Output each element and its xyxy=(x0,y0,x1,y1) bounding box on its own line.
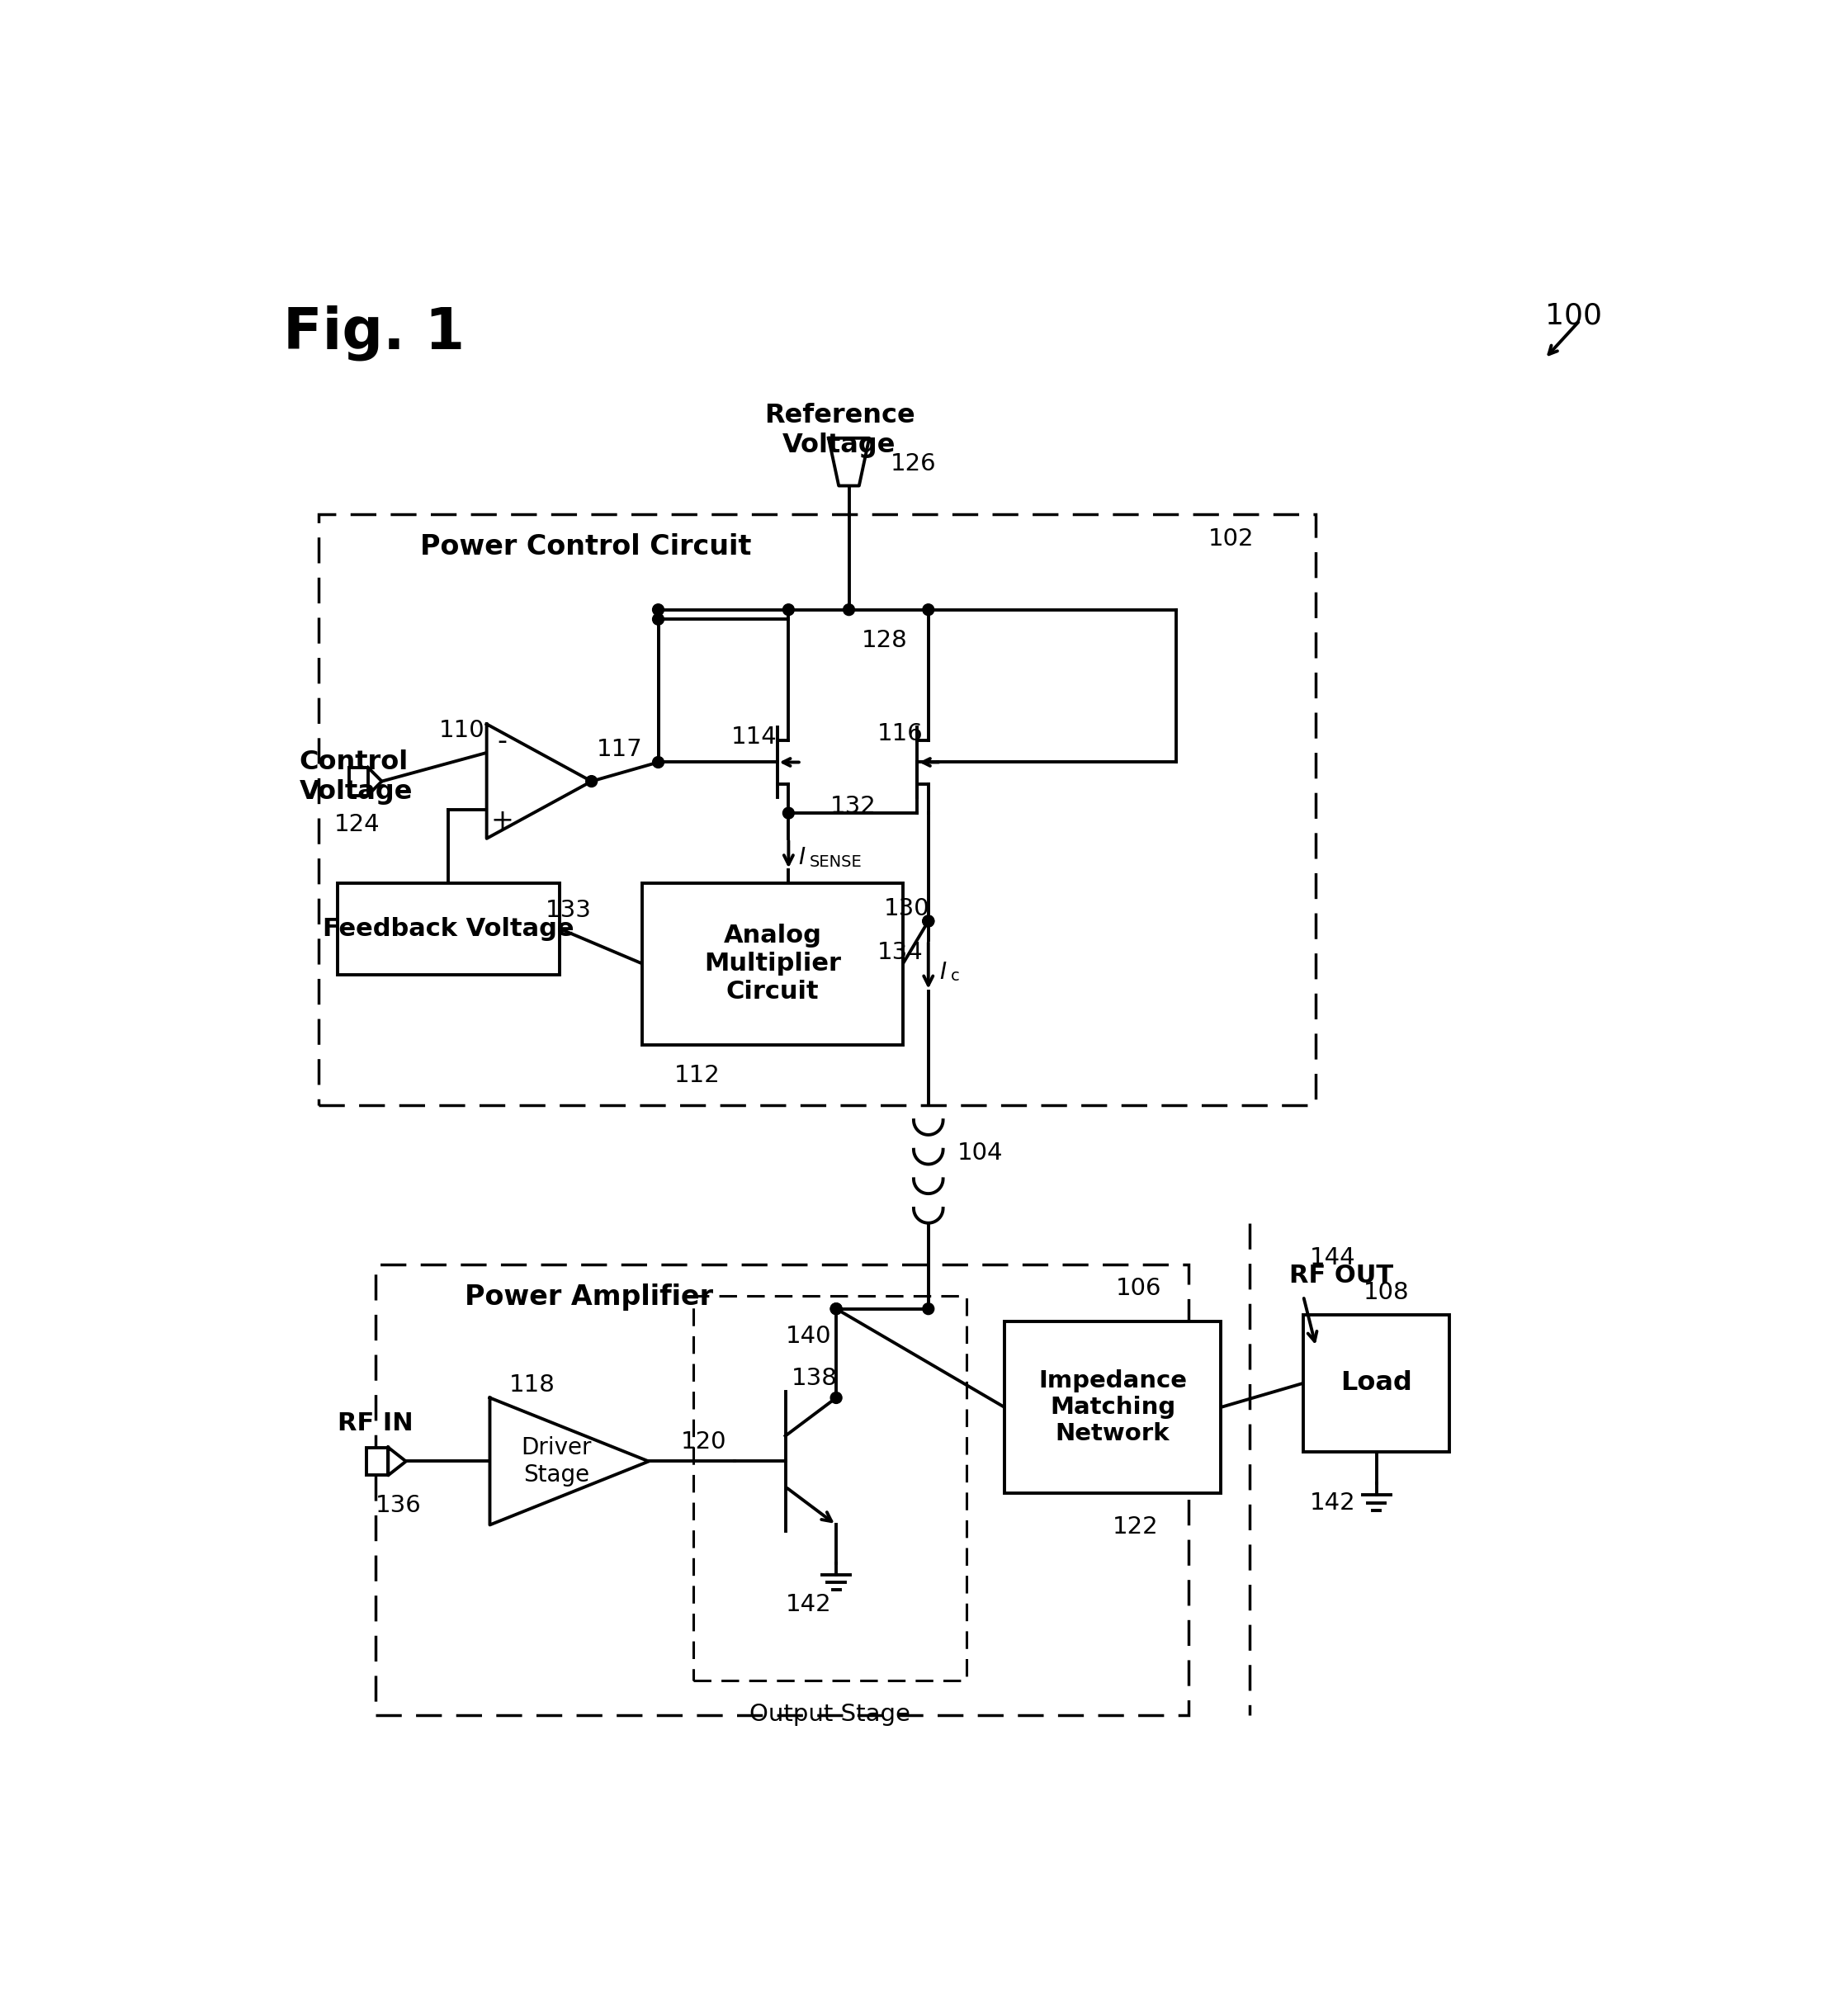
Text: 106: 106 xyxy=(1116,1278,1162,1300)
Circle shape xyxy=(830,1304,843,1314)
Text: 130: 130 xyxy=(883,896,930,920)
Polygon shape xyxy=(388,1446,407,1475)
Circle shape xyxy=(830,1304,843,1314)
Text: 102: 102 xyxy=(1209,526,1253,550)
Text: Reference
Voltage: Reference Voltage xyxy=(763,404,915,458)
Bar xyxy=(643,884,904,1045)
Polygon shape xyxy=(486,723,591,838)
Text: 142: 142 xyxy=(1310,1491,1356,1515)
Text: 120: 120 xyxy=(680,1430,726,1455)
Text: Control
Voltage: Control Voltage xyxy=(299,749,412,806)
Circle shape xyxy=(922,605,933,615)
Polygon shape xyxy=(368,767,383,796)
Text: I: I xyxy=(798,846,804,870)
Bar xyxy=(375,1264,1188,1716)
Bar xyxy=(693,1296,967,1682)
Polygon shape xyxy=(490,1398,649,1525)
Text: Load: Load xyxy=(1340,1370,1412,1396)
Text: 126: 126 xyxy=(891,452,937,474)
Circle shape xyxy=(922,916,933,926)
Text: 112: 112 xyxy=(675,1065,721,1087)
Bar xyxy=(1005,1322,1222,1493)
Text: 128: 128 xyxy=(861,629,907,651)
Text: +: + xyxy=(492,808,514,834)
Text: 136: 136 xyxy=(375,1495,421,1517)
Circle shape xyxy=(586,775,597,788)
Text: 132: 132 xyxy=(830,796,876,818)
Text: 138: 138 xyxy=(791,1368,837,1390)
Circle shape xyxy=(784,808,795,820)
Text: c: c xyxy=(950,968,959,984)
Text: 110: 110 xyxy=(440,719,484,741)
Text: RF OUT: RF OUT xyxy=(1290,1264,1393,1288)
Circle shape xyxy=(843,605,854,615)
Text: 104: 104 xyxy=(957,1141,1003,1165)
Text: 133: 133 xyxy=(545,898,591,922)
Bar xyxy=(1303,1316,1449,1453)
Text: 134: 134 xyxy=(878,942,924,964)
Bar xyxy=(318,514,1316,1105)
Text: 140: 140 xyxy=(785,1324,832,1348)
Text: 122: 122 xyxy=(1112,1515,1159,1539)
Text: 124: 124 xyxy=(334,814,381,836)
Text: Impedance
Matching
Network: Impedance Matching Network xyxy=(1039,1368,1186,1446)
Bar xyxy=(338,884,560,974)
Text: Analog
Multiplier
Circuit: Analog Multiplier Circuit xyxy=(704,924,841,1002)
Circle shape xyxy=(652,613,663,625)
Text: 108: 108 xyxy=(1364,1282,1410,1304)
Circle shape xyxy=(922,916,933,926)
Circle shape xyxy=(922,1304,933,1314)
Text: -: - xyxy=(497,729,508,755)
Text: 144: 144 xyxy=(1310,1246,1356,1270)
Text: SENSE: SENSE xyxy=(809,854,863,870)
Text: Output Stage: Output Stage xyxy=(750,1704,911,1726)
Polygon shape xyxy=(828,438,869,486)
Text: Fig. 1: Fig. 1 xyxy=(283,305,466,360)
Text: Power Amplifier: Power Amplifier xyxy=(464,1284,713,1310)
Text: 116: 116 xyxy=(878,721,924,745)
Polygon shape xyxy=(349,767,368,796)
Circle shape xyxy=(652,757,663,767)
Text: 117: 117 xyxy=(597,737,643,761)
Circle shape xyxy=(830,1392,843,1404)
Text: 100: 100 xyxy=(1545,301,1602,329)
Text: 142: 142 xyxy=(785,1593,832,1615)
Text: RF IN: RF IN xyxy=(338,1410,414,1434)
Text: I: I xyxy=(941,960,946,984)
Text: Power Control Circuit: Power Control Circuit xyxy=(419,534,750,561)
Text: 118: 118 xyxy=(508,1374,554,1396)
Bar xyxy=(366,1446,388,1475)
Text: Driver
Stage: Driver Stage xyxy=(521,1436,591,1487)
Circle shape xyxy=(652,605,663,615)
Circle shape xyxy=(784,605,795,615)
Text: 114: 114 xyxy=(732,725,778,749)
Text: Feedback Voltage: Feedback Voltage xyxy=(323,916,575,940)
